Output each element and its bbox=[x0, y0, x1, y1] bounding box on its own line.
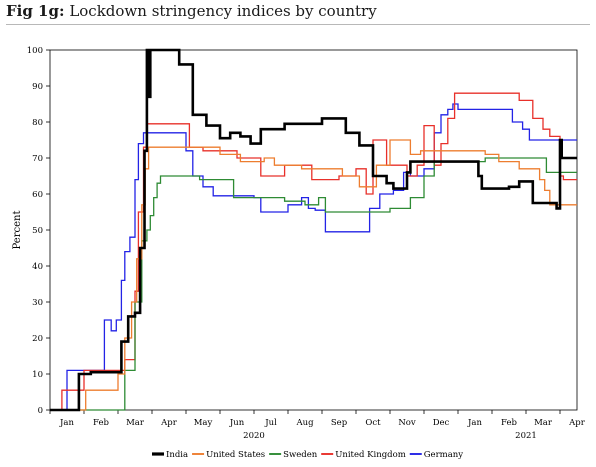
x-tick-label: Jul bbox=[264, 418, 277, 428]
x-tick-label: Apr bbox=[568, 418, 586, 428]
x-tick-label: Feb bbox=[501, 418, 517, 428]
x-tick-label: Oct bbox=[365, 418, 381, 428]
y-tick-label: 100 bbox=[27, 46, 43, 56]
x-tick-label: Dec bbox=[433, 418, 450, 428]
x-tick-label: May bbox=[194, 418, 213, 428]
y-tick-label: 0 bbox=[38, 406, 43, 416]
series-line-india bbox=[50, 48, 577, 412]
x-tick-label: Nov bbox=[398, 418, 416, 428]
y-tick-label: 90 bbox=[32, 82, 43, 92]
x-tick-label: Mar bbox=[534, 418, 553, 428]
legend-label-india: India bbox=[166, 450, 188, 460]
figure-label: Fig 1g: bbox=[6, 2, 65, 20]
y-tick-label: 50 bbox=[32, 226, 43, 236]
series-line-united-states bbox=[50, 139, 577, 411]
series-line-germany bbox=[50, 103, 577, 411]
y-tick-label: 40 bbox=[32, 262, 43, 272]
plot-frame bbox=[49, 49, 578, 411]
x-year-label: 2021 bbox=[515, 431, 537, 441]
chart-axes: 0 10 20 30 40 50 60 70 80 90 100 Percent Jan Feb Mar Ap… bbox=[12, 46, 586, 441]
x-tick-label: Jan bbox=[467, 418, 482, 428]
x-tick-label: Sep bbox=[331, 418, 348, 428]
y-tick-label: 10 bbox=[32, 370, 43, 380]
x-year-label: 2020 bbox=[243, 431, 265, 441]
chart-legend: India United States Sweden United Kingdom Ge… bbox=[152, 450, 463, 460]
series-line-sweden bbox=[50, 157, 577, 411]
legend-label-germany: Germany bbox=[424, 450, 463, 460]
y-tick-label: 80 bbox=[32, 118, 43, 128]
y-tick-label: 20 bbox=[32, 334, 43, 344]
x-tick-label: Jan bbox=[59, 418, 74, 428]
y-tick-label: 30 bbox=[32, 298, 43, 308]
y-tick-label: 60 bbox=[32, 190, 43, 200]
legend-label-united-states: United States bbox=[206, 450, 265, 460]
x-tick-label: Aug bbox=[295, 418, 314, 428]
x-tick-label: Feb bbox=[93, 418, 109, 428]
chart-series bbox=[50, 48, 577, 412]
legend-label-united-kingdom: United Kingdom bbox=[335, 450, 406, 460]
y-tick-label: 70 bbox=[32, 154, 43, 164]
y-axis-label: Percent bbox=[12, 211, 23, 250]
legend-label-sweden: Sweden bbox=[283, 450, 318, 460]
figure-title: Fig 1g: Lockdown stringency indices by c… bbox=[6, 2, 590, 25]
x-tick-label: Mar bbox=[126, 418, 145, 428]
line-chart: 0 10 20 30 40 50 60 70 80 90 100 Percent Jan Feb Mar Ap… bbox=[12, 46, 586, 460]
series-line-united-kingdom bbox=[50, 92, 577, 411]
figure-title-text: Lockdown stringency indices by country bbox=[69, 2, 377, 20]
x-tick-label: Jun bbox=[229, 418, 245, 428]
x-tick-label: Apr bbox=[160, 418, 178, 428]
